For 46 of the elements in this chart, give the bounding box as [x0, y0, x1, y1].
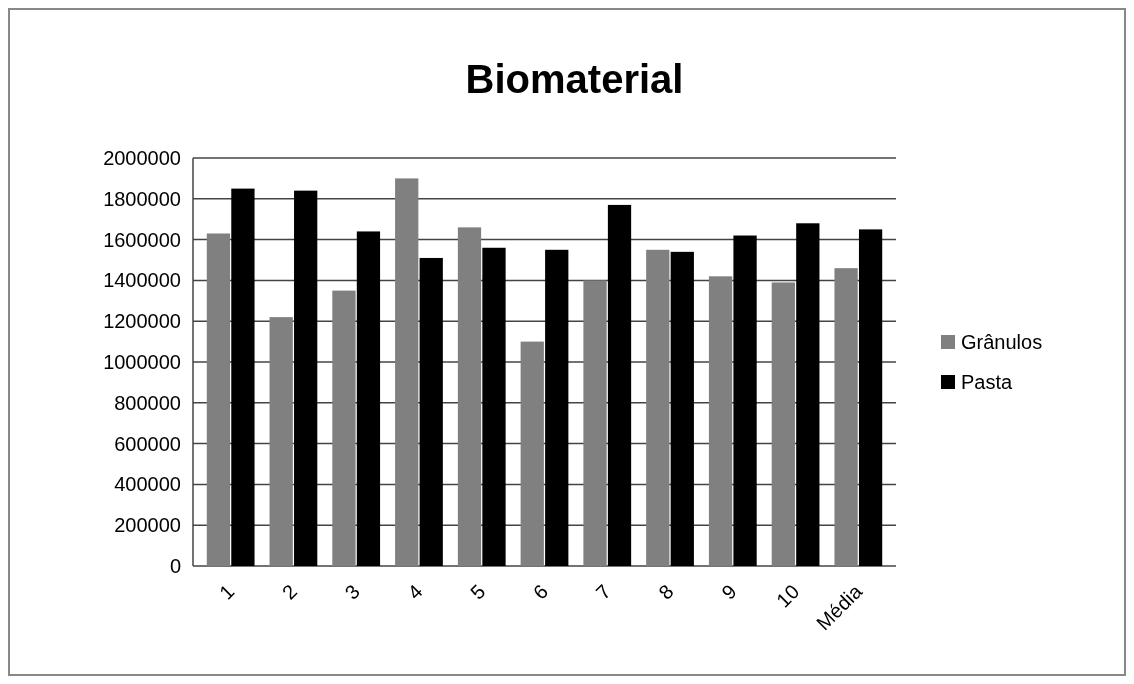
bar	[858, 229, 883, 566]
y-tick-label: 1600000	[103, 228, 181, 251]
bar	[395, 178, 419, 566]
x-tick-label: 4	[403, 580, 427, 604]
x-tick-label: 8	[654, 580, 678, 604]
x-tick-label: 1	[215, 580, 239, 604]
y-tick-label: 800000	[114, 391, 181, 414]
bar	[733, 235, 757, 566]
y-tick-label: 1000000	[103, 351, 181, 373]
bar	[646, 249, 670, 566]
x-tick-label: 5	[466, 580, 490, 604]
bar	[294, 190, 318, 566]
legend-label: Grânulos	[961, 331, 1043, 353]
bar	[520, 341, 544, 566]
bar	[670, 251, 694, 566]
x-tick-label: 9	[717, 580, 741, 604]
bar	[545, 249, 569, 566]
x-tick-label: 2	[277, 580, 302, 604]
y-tick-label: 400000	[114, 473, 181, 496]
bar	[708, 276, 733, 566]
legend-label: Pasta	[961, 371, 1014, 393]
bar	[457, 227, 482, 566]
x-tick-label: 10	[772, 580, 804, 612]
bar	[796, 223, 820, 566]
bar	[419, 257, 443, 566]
y-tick-label: 600000	[114, 432, 181, 455]
bar	[482, 247, 506, 566]
bar	[269, 317, 293, 566]
y-tick-label: 1400000	[103, 269, 181, 292]
bar	[206, 233, 231, 566]
y-tick-label: 2000000	[103, 147, 181, 169]
bar	[332, 290, 356, 566]
x-tick-label: 3	[340, 580, 364, 604]
bar	[231, 188, 255, 566]
y-tick-label: 0	[169, 555, 181, 577]
x-tick-label: 7	[591, 580, 616, 604]
y-tick-label: 1200000	[103, 310, 181, 333]
bar	[771, 282, 795, 566]
bar	[583, 280, 607, 566]
bar	[356, 231, 381, 566]
x-tick-label: 6	[528, 580, 553, 604]
y-tick-label: 1800000	[103, 187, 181, 210]
bar	[834, 268, 858, 566]
bar	[607, 204, 632, 566]
y-tick-label: 200000	[114, 514, 181, 537]
chart-title: Biomaterial	[465, 57, 684, 101]
